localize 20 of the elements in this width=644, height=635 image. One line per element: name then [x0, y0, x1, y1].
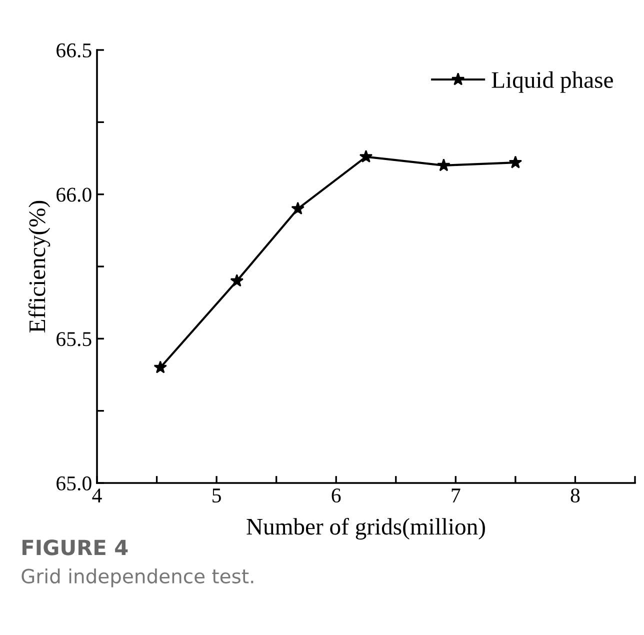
- point: [154, 360, 168, 374]
- point: [508, 156, 522, 168]
- text: Grid independence test.: [22, 568, 254, 588]
- y-tick-label: 65.0: [56, 476, 92, 491]
- point: [359, 150, 373, 163]
- point: [230, 274, 244, 287]
- x-tick-label: 8: [570, 488, 580, 503]
- caption: FIGURE 4: [22, 540, 128, 556]
- point: [437, 158, 450, 172]
- y-tick-label: 65.5: [56, 332, 92, 346]
- legend-label: Liquid phase: [492, 71, 613, 93]
- point: [291, 202, 304, 215]
- y-axis-title: Efficiency(%): [28, 200, 50, 332]
- y-tick-label: 66.5: [56, 43, 92, 58]
- x-tick-label: 4: [92, 488, 102, 502]
- y-tick-label: 66.0: [56, 188, 92, 202]
- x-tick-label: 7: [452, 488, 460, 502]
- x-tick-label: 5: [212, 488, 221, 503]
- x-axis-title: Number of grids(million): [246, 518, 485, 540]
- x-tick-label: 6: [332, 488, 341, 503]
